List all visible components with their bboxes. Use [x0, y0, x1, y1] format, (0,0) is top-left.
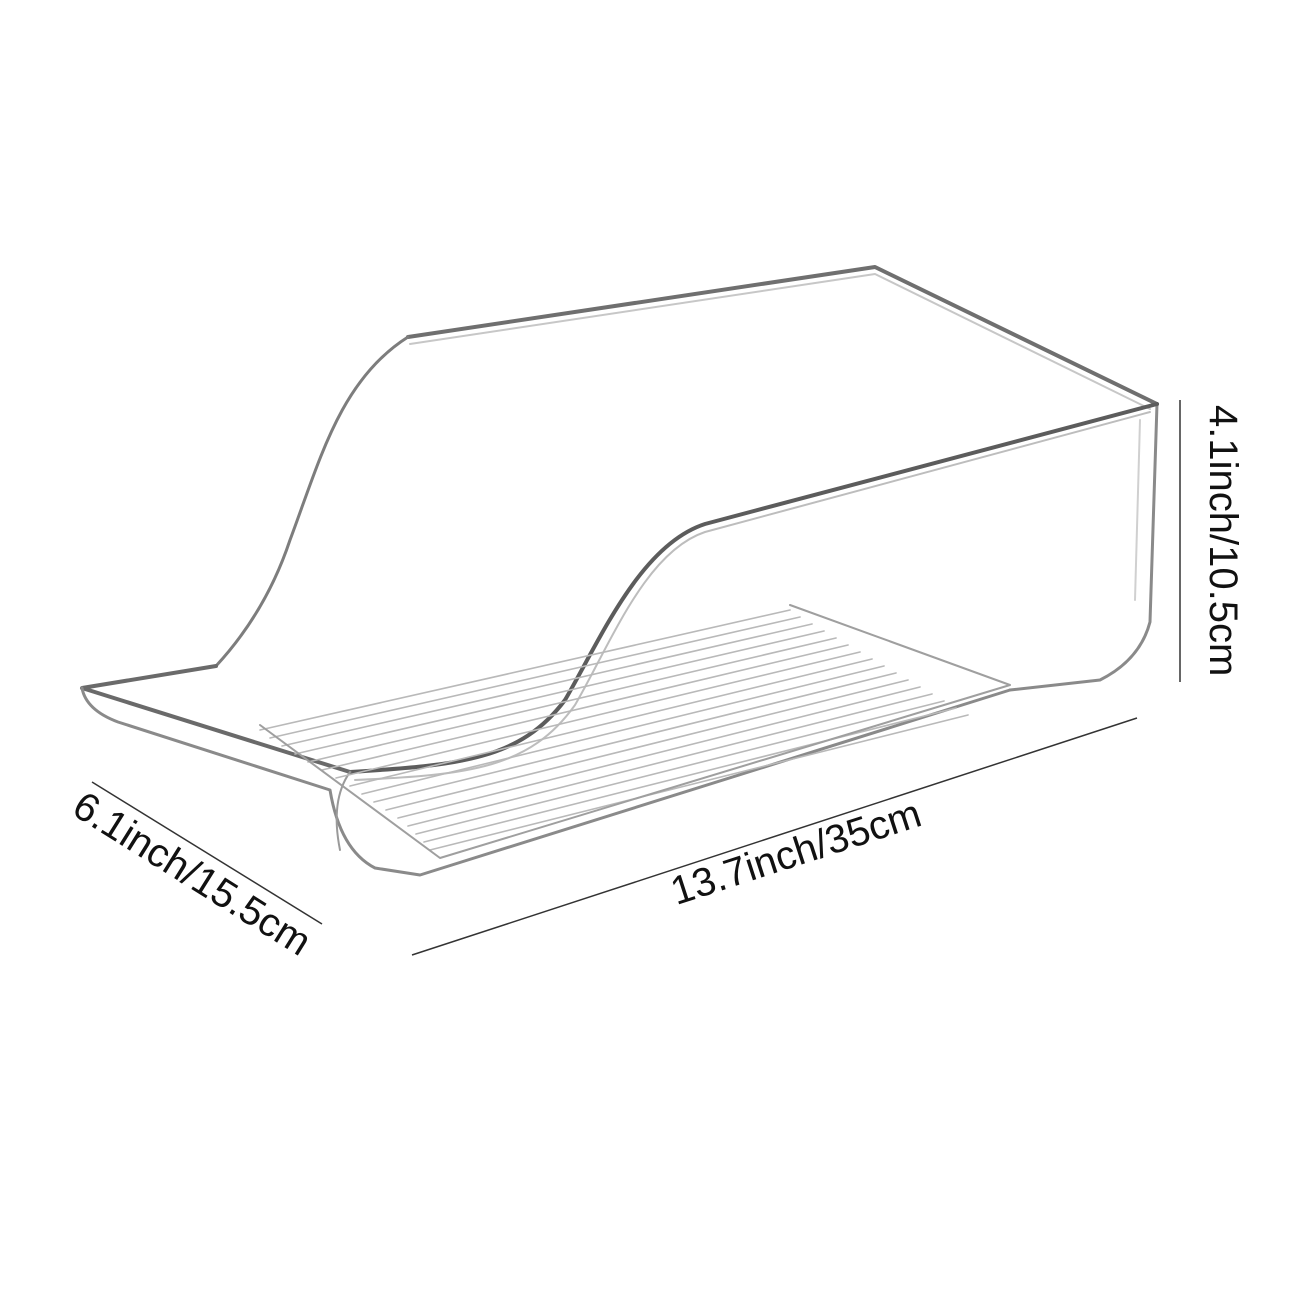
bin-right-wall-inner [1134, 419, 1141, 601]
width-dimension-line [91, 781, 323, 925]
bin-back-rim [406, 265, 1159, 406]
bin-front-edge-curve [335, 771, 351, 851]
dimension-lines [91, 400, 1181, 956]
bin-left-back-curve [214, 335, 410, 668]
bin-floor-tray [259, 604, 1011, 859]
bin-right-wall [1008, 402, 1159, 692]
bin-back-rim-inner [409, 273, 1151, 410]
bin-front-bottom [80, 686, 1012, 877]
storage-bin-illustration [80, 265, 1159, 877]
length-dimension-line [411, 717, 1138, 956]
bin-floor-ribs [259, 609, 969, 851]
height-label: 4.1inch/10.5cm [1201, 405, 1245, 676]
